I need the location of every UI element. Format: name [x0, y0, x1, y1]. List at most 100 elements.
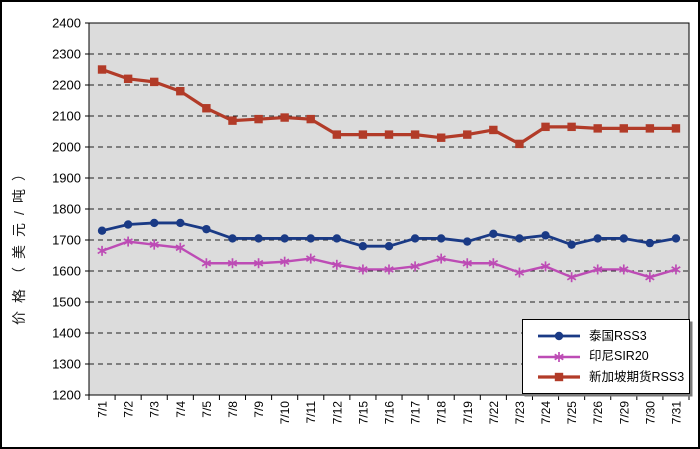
- y-label-1700: 1700: [52, 233, 81, 248]
- x-label-7-25: 7/25: [565, 401, 579, 425]
- point-thailand-rss3-7-31: [671, 234, 681, 243]
- point-thailand-rss3-7-30: [645, 238, 655, 248]
- legend: 泰国RSS3 印尼SIR20 新加坡期货RSS3: [522, 319, 690, 394]
- legend-item-singapore-futures-rss3: 新加坡期货RSS3: [536, 370, 687, 384]
- point-singapore-futures-rss3-7-23: [515, 139, 524, 149]
- point-singapore-futures-rss3-7-1: [97, 65, 107, 74]
- point-singapore-futures-rss3-7-18: [436, 133, 446, 142]
- y-label-1400: 1400: [52, 326, 81, 341]
- point-thailand-rss3-7-5: [202, 224, 211, 234]
- point-thailand-rss3-7-2: [123, 220, 133, 229]
- point-singapore-futures-rss3-7-11: [306, 114, 315, 124]
- legend-label-singapore-futures-rss3: 新加坡期货RSS3: [589, 369, 685, 384]
- x-label-7-15: 7/15: [356, 401, 370, 425]
- point-singapore-futures-rss3-7-9: [254, 114, 263, 124]
- legend-marker-indonesia-sir20: [538, 351, 580, 362]
- point-thailand-rss3-7-17: [410, 234, 420, 243]
- x-label-7-8: 7/8: [226, 401, 240, 418]
- point-singapore-futures-rss3-7-8: [228, 116, 237, 125]
- series-thailand-rss3: [97, 218, 681, 251]
- point-thailand-rss3-7-18: [436, 234, 446, 243]
- point-indonesia-sir20-7-24: [540, 261, 551, 272]
- legend-marker-singapore-futures-rss3: [538, 372, 580, 381]
- legend-marker-glyph-singapore-futures-rss3: [554, 372, 564, 381]
- point-indonesia-sir20-7-25: [566, 272, 577, 283]
- x-label-7-24: 7/24: [539, 401, 553, 425]
- x-label-7-2: 7/2: [122, 401, 136, 418]
- point-indonesia-sir20-7-15: [358, 264, 368, 275]
- y-label-1800: 1800: [52, 202, 81, 217]
- legend-marker-glyph-thailand-rss3: [554, 332, 564, 341]
- x-label-7-5: 7/5: [200, 401, 214, 418]
- point-singapore-futures-rss3-7-15: [358, 130, 368, 139]
- point-indonesia-sir20-7-10: [279, 256, 290, 267]
- point-indonesia-sir20-7-2: [123, 236, 133, 247]
- y-label-2400: 2400: [52, 16, 81, 31]
- y-label-2300: 2300: [52, 47, 81, 62]
- x-label-7-11: 7/11: [304, 401, 318, 424]
- point-indonesia-sir20-7-18: [436, 253, 446, 264]
- point-indonesia-sir20-7-3: [149, 239, 159, 250]
- point-indonesia-sir20-7-26: [592, 264, 603, 275]
- x-label-7-10: 7/10: [278, 401, 292, 425]
- x-label-7-1: 7/1: [96, 401, 110, 418]
- legend-label-indonesia-sir20: 印尼SIR20: [589, 349, 649, 364]
- x-label-7-19: 7/19: [461, 401, 475, 425]
- x-label-7-16: 7/16: [383, 401, 397, 425]
- point-singapore-futures-rss3-7-19: [463, 130, 472, 139]
- legend-item-indonesia-sir20: 印尼SIR20: [536, 350, 687, 364]
- x-label-7-9: 7/9: [252, 401, 266, 418]
- point-indonesia-sir20-7-31: [671, 264, 681, 275]
- point-singapore-futures-rss3-7-10: [280, 113, 289, 122]
- point-thailand-rss3-7-9: [254, 234, 263, 243]
- x-label-7-23: 7/23: [513, 401, 527, 425]
- point-indonesia-sir20-7-19: [462, 258, 473, 269]
- y-axis: 2400 2300 2200 2100 2000 1900 1800 1700 1600 1500…: [52, 16, 89, 403]
- point-singapore-futures-rss3-7-3: [150, 77, 159, 87]
- point-indonesia-sir20-7-4: [175, 242, 186, 253]
- point-singapore-futures-rss3-7-12: [332, 130, 342, 139]
- x-label-7-31: 7/31: [669, 401, 683, 425]
- y-label-1500: 1500: [52, 295, 81, 310]
- point-indonesia-sir20-7-11: [305, 253, 316, 264]
- legend-item-thailand-rss3: 泰国RSS3: [536, 329, 687, 343]
- x-label-7-30: 7/30: [643, 401, 657, 425]
- point-singapore-futures-rss3-7-26: [593, 124, 602, 133]
- point-indonesia-sir20-7-12: [332, 259, 342, 270]
- point-singapore-futures-rss3-7-17: [410, 130, 420, 139]
- point-thailand-rss3-7-16: [384, 242, 394, 251]
- point-thailand-rss3-7-8: [228, 234, 237, 243]
- point-indonesia-sir20-7-1: [97, 245, 107, 256]
- point-thailand-rss3-7-10: [280, 234, 289, 243]
- point-indonesia-sir20-7-9: [253, 258, 264, 269]
- point-singapore-futures-rss3-7-30: [645, 124, 655, 133]
- x-label-7-4: 7/4: [174, 401, 188, 418]
- point-indonesia-sir20-7-5: [201, 258, 212, 269]
- point-singapore-futures-rss3-7-5: [202, 104, 211, 113]
- point-singapore-futures-rss3-7-24: [541, 122, 550, 132]
- point-thailand-rss3-7-4: [176, 218, 185, 228]
- y-label-1900: 1900: [52, 171, 81, 186]
- y-label-2100: 2100: [52, 109, 81, 124]
- point-singapore-futures-rss3-7-22: [489, 125, 498, 135]
- point-thailand-rss3-7-11: [306, 234, 315, 243]
- y-label-1600: 1600: [52, 264, 81, 279]
- y-label-1200: 1200: [52, 388, 81, 403]
- point-indonesia-sir20-7-16: [384, 264, 394, 275]
- point-thailand-rss3-7-23: [515, 234, 524, 243]
- y-label-1300: 1300: [52, 357, 81, 372]
- point-indonesia-sir20-7-29: [619, 264, 629, 275]
- x-label-7-22: 7/22: [487, 401, 501, 425]
- y-label-2200: 2200: [52, 78, 81, 93]
- point-indonesia-sir20-7-8: [227, 258, 238, 269]
- point-thailand-rss3-7-1: [97, 226, 107, 235]
- point-thailand-rss3-7-15: [358, 242, 368, 251]
- x-label-7-3: 7/3: [148, 401, 162, 418]
- legend-marker-thailand-rss3: [538, 332, 580, 341]
- point-thailand-rss3-7-12: [332, 234, 342, 243]
- point-indonesia-sir20-7-22: [488, 258, 499, 269]
- point-singapore-futures-rss3-7-29: [619, 124, 628, 133]
- series-indonesia-sir20: [97, 236, 681, 283]
